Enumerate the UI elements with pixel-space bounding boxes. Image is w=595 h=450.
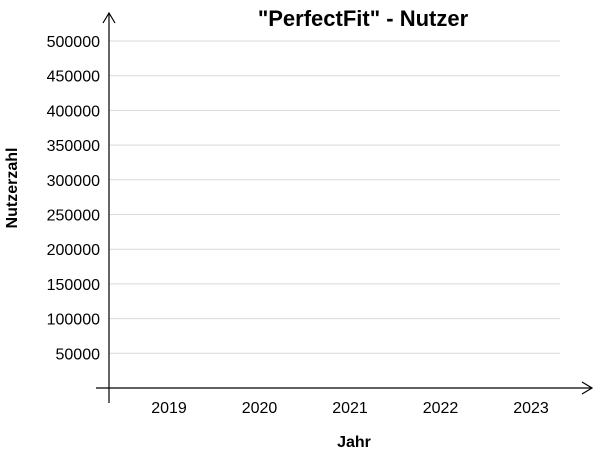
- y-tick-label: 250000: [47, 208, 100, 225]
- y-tick-label: 100000: [47, 312, 100, 329]
- y-tick-label: 500000: [47, 34, 100, 51]
- grid-lines: [109, 40, 560, 354]
- y-axis-arrow-icon: [102, 11, 116, 24]
- x-axis-arrow-icon: [581, 381, 594, 395]
- y-axis-title: Nutzerzahl: [4, 148, 21, 229]
- y-tick-label: 50000: [56, 346, 101, 363]
- chart-title: "PerfectFit" - Nutzer: [258, 6, 469, 31]
- y-tick-label: 350000: [47, 138, 100, 155]
- y-tick-label: 150000: [47, 277, 100, 294]
- x-tick-label: 2022: [423, 400, 459, 417]
- x-tick-label: 2021: [332, 400, 368, 417]
- x-tick-label: 2019: [151, 400, 187, 417]
- y-tick-label: 450000: [47, 69, 100, 86]
- y-tick-labels: 50000 100000 150000 200000 250000 300000 35000…: [47, 34, 100, 363]
- y-tick-label: 300000: [47, 173, 100, 190]
- x-axis-title: Jahr: [337, 434, 371, 450]
- x-tick-label: 2023: [513, 400, 549, 417]
- y-tick-label: 400000: [47, 103, 100, 120]
- x-tick-labels: 2019 2020 2021 2022 2023: [151, 400, 549, 417]
- x-tick-label: 2020: [242, 400, 278, 417]
- y-tick-label: 200000: [47, 242, 100, 259]
